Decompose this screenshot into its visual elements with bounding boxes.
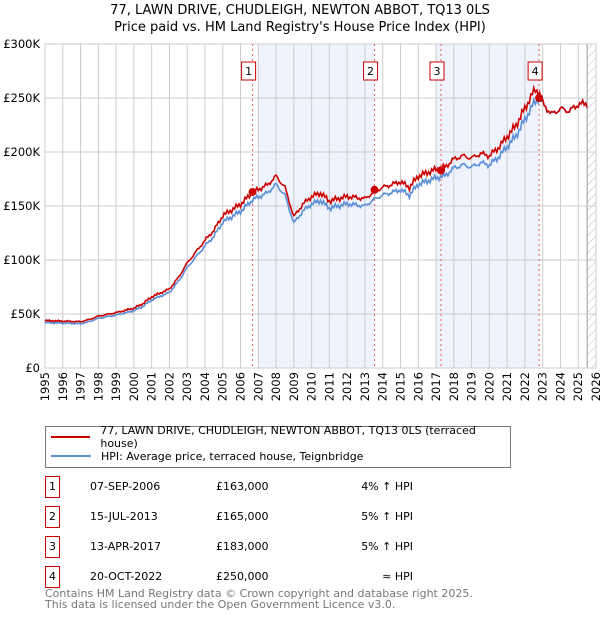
x-tick-label: 2021: [500, 372, 514, 401]
legend-swatch-hpi: [51, 455, 91, 457]
sale-marker-box: [429, 61, 445, 81]
x-tick-label: 2002: [162, 372, 176, 401]
y-tick-label: £50K: [11, 307, 41, 321]
legend-item-property: 77, LAWN DRIVE, CHUDLEIGH, NEWTON ABBOT,…: [51, 424, 510, 450]
hpi-line: [44, 94, 588, 325]
chart-subtitle: Price paid vs. HM Land Registry's House …: [114, 20, 486, 35]
legend-label-hpi: HPI: Average price, terraced house, Teig…: [101, 449, 364, 463]
sale-date: 07-SEP-2006: [90, 480, 161, 493]
x-tick-label: 2023: [536, 372, 550, 401]
sale-marker-label: 4: [532, 65, 539, 78]
sale-marker-box: [363, 61, 379, 81]
x-tick-label: 2009: [287, 372, 301, 401]
x-tick-label: 2013: [358, 372, 372, 401]
y-tick-label: £150K: [3, 199, 40, 213]
x-tick-label: 2018: [447, 372, 461, 401]
x-tick-label: 1997: [74, 372, 88, 401]
x-tick-label: 2010: [305, 372, 319, 401]
y-tick-label: £100K: [3, 253, 40, 267]
plot-border: [44, 43, 597, 369]
y-tick-label: £300K: [3, 37, 40, 51]
sale-marker-label: 1: [245, 65, 252, 78]
sale-marker-label: 3: [434, 65, 441, 78]
x-tick-label: 2003: [180, 372, 194, 401]
x-tick-label: 2016: [411, 372, 425, 401]
sale-hpi-comparison: 5% ↑ HPI: [361, 540, 413, 553]
sale-hpi-comparison: 5% ↑ HPI: [361, 510, 413, 523]
sale-point: [437, 166, 446, 175]
x-tick-label: 2004: [198, 372, 212, 401]
x-tick-label: 2011: [322, 372, 336, 401]
legend-swatch-property: [51, 436, 91, 438]
x-tick-label: 2006: [234, 372, 248, 401]
x-tick-label: 2007: [251, 372, 265, 401]
sale-point: [535, 94, 544, 102]
sale-price: £165,000: [216, 510, 269, 523]
x-tick-label: 2008: [269, 372, 283, 401]
sale-marker-badge: 4: [45, 566, 60, 588]
legend-item-hpi: HPI: Average price, terraced house, Teig…: [51, 447, 363, 465]
footer-licence: This data is licensed under the Open Gov…: [45, 598, 396, 611]
sale-marker-box: [527, 61, 543, 81]
sale-point: [248, 187, 257, 196]
x-tick-label: 2026: [589, 372, 600, 401]
x-tick-label: 2001: [145, 372, 159, 401]
x-tick-label: 2000: [127, 372, 141, 401]
x-tick-label: 2022: [518, 372, 532, 401]
sale-date: 13-APR-2017: [90, 540, 162, 553]
sale-price: £250,000: [216, 570, 269, 583]
sale-hpi-comparison: ≈ HPI: [382, 570, 413, 583]
chart-title: 77, LAWN DRIVE, CHUDLEIGH, NEWTON ABBOT,…: [110, 3, 490, 18]
sale-price: £183,000: [216, 540, 269, 553]
sale-price: £163,000: [216, 480, 269, 493]
y-tick-label: £0: [25, 361, 40, 375]
legend: 77, LAWN DRIVE, CHUDLEIGH, NEWTON ABBOT,…: [45, 424, 511, 468]
footer-copyright: Contains HM Land Registry data © Crown c…: [45, 587, 473, 600]
sale-marker-badge: 3: [45, 536, 60, 558]
y-tick-label: £250K: [3, 91, 40, 105]
x-tick-label: 2015: [393, 372, 407, 401]
sale-marker-box: [241, 61, 257, 81]
x-tick-label: 2014: [376, 372, 390, 401]
x-tick-label: 2012: [340, 372, 354, 401]
x-tick-label: 2019: [465, 372, 479, 401]
y-tick-label: £200K: [3, 145, 40, 159]
sale-hpi-comparison: 4% ↑ HPI: [361, 480, 413, 493]
footer: Contains HM Land Registry data © Crown c…: [45, 588, 473, 610]
x-tick-label: 2024: [553, 372, 567, 401]
property-price-line: [44, 84, 588, 323]
x-tick-label: 1995: [38, 372, 52, 401]
x-tick-label: 2017: [429, 372, 443, 401]
legend-label-property: 77, LAWN DRIVE, CHUDLEIGH, NEWTON ABBOT,…: [100, 424, 476, 450]
x-tick-label: 1999: [109, 372, 123, 401]
x-tick-label: 2005: [216, 372, 230, 401]
x-tick-label: 2020: [482, 372, 496, 401]
sale-marker-label: 2: [367, 65, 374, 78]
sale-marker-badge: 1: [45, 476, 60, 498]
x-tick-label: 2025: [571, 372, 585, 401]
x-tick-label: 1996: [56, 372, 70, 401]
sale-date: 20-OCT-2022: [90, 570, 163, 583]
sale-point: [370, 185, 379, 194]
price-chart: 1995 1996 1997 1998 1999 2000 2001 2002 2003 2004…: [3, 37, 600, 401]
x-tick-label: 1998: [91, 372, 105, 401]
sale-date: 15-JUL-2013: [90, 510, 158, 523]
sale-marker-badge: 2: [45, 506, 60, 528]
